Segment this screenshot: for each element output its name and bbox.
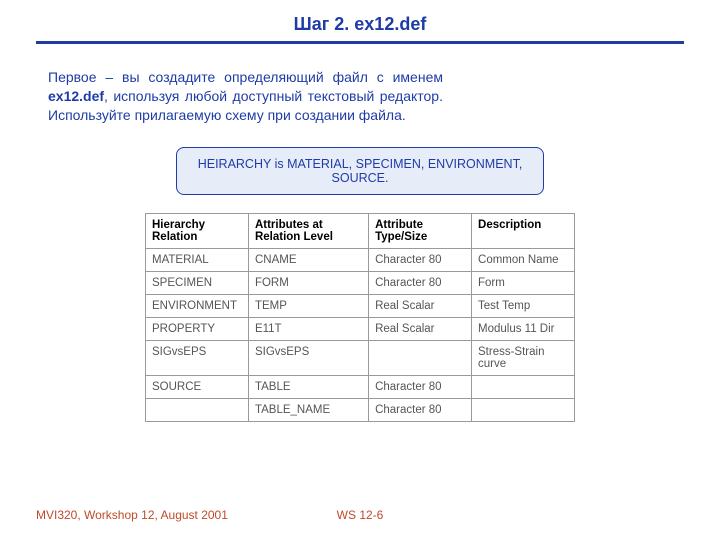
table-cell: FORM (248, 271, 368, 294)
slide-title: Шаг 2. ex12.def (36, 14, 684, 35)
table-cell (146, 398, 249, 421)
table-cell (472, 398, 575, 421)
intro-part1: Первое – вы создадите определяющий файл … (48, 69, 443, 85)
table-cell: Character 80 (369, 375, 472, 398)
table-cell: TEMP (248, 294, 368, 317)
table-row: SPECIMENFORMCharacter 80Form (146, 271, 575, 294)
table-cell: ENVIRONMENT (146, 294, 249, 317)
footer: WS 12-6 MVI320, Workshop 12, August 2001 (36, 508, 684, 522)
hierarchy-callout: HEIRARCHY is MATERIAL, SPECIMEN, ENVIRON… (176, 147, 544, 195)
title-rule (36, 41, 684, 44)
table-header-cell: Attributes at Relation Level (248, 213, 368, 248)
table-cell: Character 80 (369, 398, 472, 421)
table-cell: TABLE (248, 375, 368, 398)
table-cell: Stress-Strain curve (472, 340, 575, 375)
table-body: MATERIALCNAMECharacter 80Common NameSPEC… (146, 248, 575, 421)
table-cell: CNAME (248, 248, 368, 271)
table-cell: Character 80 (369, 271, 472, 294)
table-cell: Character 80 (369, 248, 472, 271)
intro-filename: ex12.def (48, 88, 104, 104)
table-row: SIGvsEPSSIGvsEPS Stress-Strain curve (146, 340, 575, 375)
table-head: Hierarchy RelationAttributes at Relation… (146, 213, 575, 248)
title-prefix: Шаг 2. (294, 14, 355, 34)
table-row: ENVIRONMENTTEMPReal ScalarTest Temp (146, 294, 575, 317)
intro-part2: , используя любой доступный текстовый ре… (48, 88, 443, 123)
table-header-cell: Attribute Type/Size (369, 213, 472, 248)
title-file: ex12.def (354, 14, 426, 34)
table-row: PROPERTYE11TReal ScalarModulus 11 Dir (146, 317, 575, 340)
table-cell (472, 375, 575, 398)
table-cell: Form (472, 271, 575, 294)
table-header-row: Hierarchy RelationAttributes at Relation… (146, 213, 575, 248)
table-cell: Modulus 11 Dir (472, 317, 575, 340)
table-row: TABLE_NAMECharacter 80 (146, 398, 575, 421)
table-cell: TABLE_NAME (248, 398, 368, 421)
intro-paragraph: Первое – вы создадите определяющий файл … (48, 68, 443, 125)
table-cell: SIGvsEPS (146, 340, 249, 375)
table-cell: Test Temp (472, 294, 575, 317)
table-cell: SIGvsEPS (248, 340, 368, 375)
table-cell: SPECIMEN (146, 271, 249, 294)
table-row: SOURCETABLECharacter 80 (146, 375, 575, 398)
table-cell: MATERIAL (146, 248, 249, 271)
table-cell: Real Scalar (369, 317, 472, 340)
table-cell: Common Name (472, 248, 575, 271)
table-row: MATERIALCNAMECharacter 80Common Name (146, 248, 575, 271)
table-cell: E11T (248, 317, 368, 340)
footer-center: WS 12-6 (36, 508, 684, 522)
attributes-table: Hierarchy RelationAttributes at Relation… (145, 213, 575, 422)
table-header-cell: Hierarchy Relation (146, 213, 249, 248)
table-cell (369, 340, 472, 375)
slide: Шаг 2. ex12.def Первое – вы создадите оп… (0, 0, 720, 540)
table-cell: SOURCE (146, 375, 249, 398)
table-header-cell: Description (472, 213, 575, 248)
table-cell: PROPERTY (146, 317, 249, 340)
attributes-table-wrap: Hierarchy RelationAttributes at Relation… (145, 213, 575, 422)
table-cell: Real Scalar (369, 294, 472, 317)
